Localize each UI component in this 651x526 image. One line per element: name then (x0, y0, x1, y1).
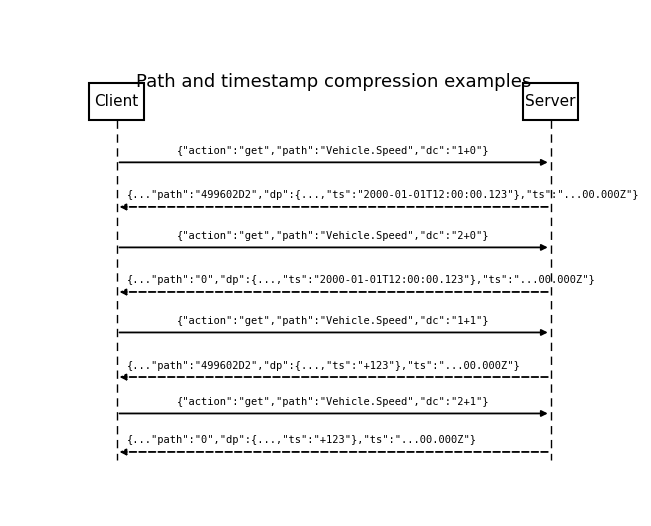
Text: {..."path":"0","dp":{...,"ts":"+123"},"ts":"...00.000Z"}: {..."path":"0","dp":{...,"ts":"+123"},"t… (127, 436, 477, 446)
Text: {"action":"get","path":"Vehicle.Speed","dc":"1+0"}: {"action":"get","path":"Vehicle.Speed","… (177, 146, 490, 156)
FancyBboxPatch shape (89, 84, 145, 120)
Text: {..."path":"499602D2","dp":{...,"ts":"2000-01-01T12:00:00.123"},"ts":"...00.000Z: {..."path":"499602D2","dp":{...,"ts":"20… (127, 190, 639, 200)
Text: {"action":"get","path":"Vehicle.Speed","dc":"2+0"}: {"action":"get","path":"Vehicle.Speed","… (177, 231, 490, 241)
Text: {"action":"get","path":"Vehicle.Speed","dc":"2+1"}: {"action":"get","path":"Vehicle.Speed","… (177, 397, 490, 407)
Text: Path and timestamp compression examples: Path and timestamp compression examples (136, 73, 531, 91)
Text: Client: Client (94, 94, 139, 109)
Text: {..."path":"0","dp":{...,"ts":"2000-01-01T12:00:00.123"},"ts":"...00.000Z"}: {..."path":"0","dp":{...,"ts":"2000-01-0… (127, 276, 596, 286)
Text: {..."path":"499602D2","dp":{...,"ts":"+123"},"ts":"...00.000Z"}: {..."path":"499602D2","dp":{...,"ts":"+1… (127, 360, 521, 370)
Text: {"action":"get","path":"Vehicle.Speed","dc":"1+1"}: {"action":"get","path":"Vehicle.Speed","… (177, 316, 490, 326)
Text: Server: Server (525, 94, 576, 109)
FancyBboxPatch shape (523, 84, 578, 120)
